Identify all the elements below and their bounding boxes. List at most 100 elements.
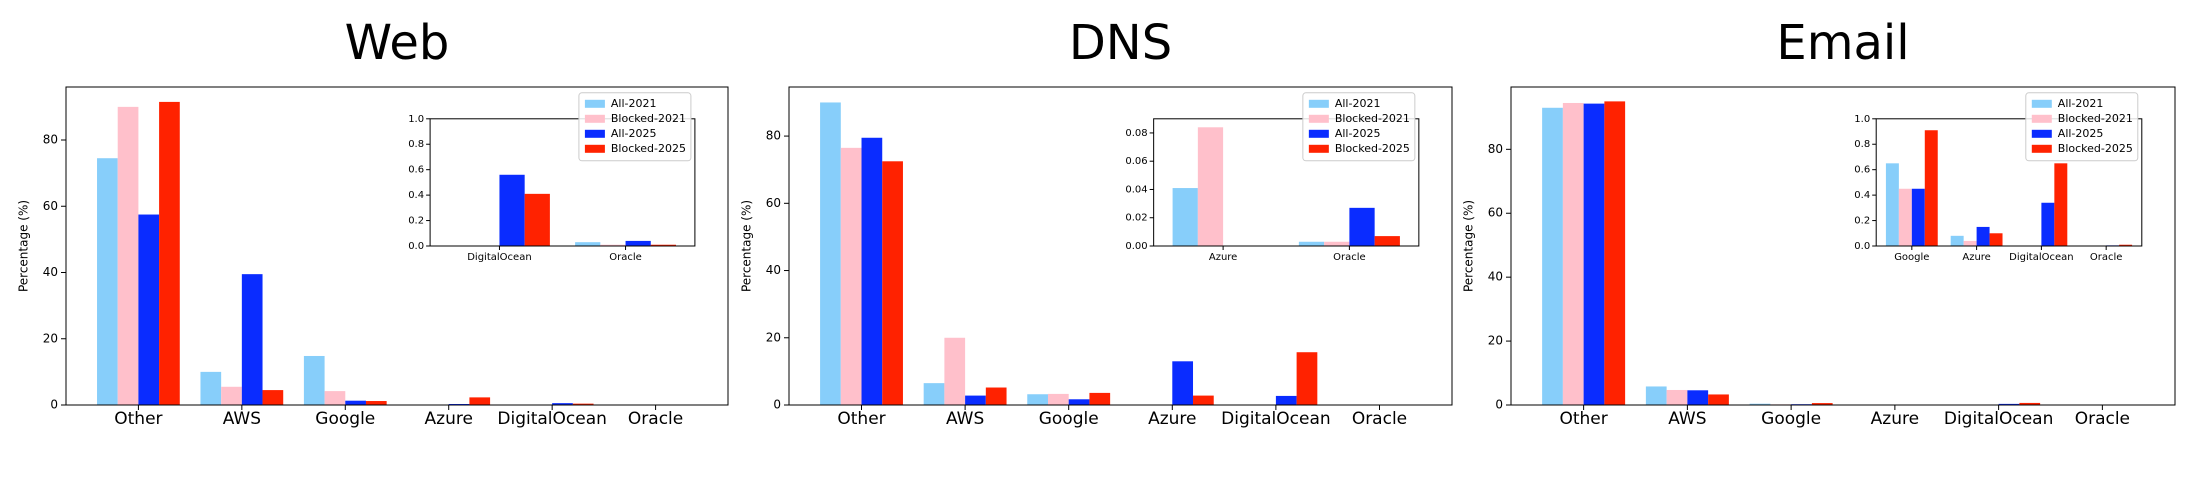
bar [241,274,263,405]
inset-y-tick-label: 0.4 [1854,190,1870,201]
bar [1950,235,1964,246]
bar [159,101,180,405]
inset: 0.00 0.02 0.04 0.06 0.08 Azure Oracle [1125,118,1420,263]
bar [2054,163,2068,246]
bar [138,214,160,405]
bar [1089,392,1111,405]
bar [923,383,945,405]
legend-label: All-2025 [611,127,657,140]
inset-y-tick-label: 0.04 [1125,184,1147,195]
inset-y-tick-label: 0.06 [1125,156,1147,167]
inset-x-tick-label: DigitalOcean [2009,252,2073,263]
legend-label: All-2021 [611,97,657,110]
legend-swatch [584,114,605,123]
bar [1172,361,1194,405]
bar [575,242,601,246]
x-tick-label: Azure [425,409,473,429]
bar [324,391,346,405]
bar [1911,188,1925,246]
legend-label: All-2025 [1335,127,1381,140]
bar [524,193,550,246]
bar [1193,395,1214,405]
legend-label: All-2021 [1335,97,1381,110]
legend-label: All-2025 [2058,127,2104,140]
bar [200,371,222,405]
inset-y-tick-label: 1.0 [408,114,424,125]
bar [1645,386,1667,405]
legend-label: All-2021 [2058,97,2104,110]
x-tick-label: Oracle [628,409,683,429]
inset-y-tick-label: 0.0 [408,241,424,252]
inset-y-tick-label: 0.0 [1854,241,1870,252]
bar [469,397,491,405]
bar [221,386,242,405]
bar [1349,207,1375,246]
axes-frame [788,86,1453,406]
x-tick-label: Azure [1148,409,1196,429]
chart-panel: Email Percentage (%) 0 20 40 60 80 Other AWS Goog… [1462,15,2176,429]
x-tick-label: AWS [223,409,261,429]
y-tick-label: 80 [1488,142,1503,156]
legend-swatch [584,144,605,153]
bar [985,387,1007,405]
bar [1963,240,1977,246]
y-tick-label: 60 [766,196,781,210]
x-tick-label: DigitalOcean [1944,409,2054,429]
bar [1068,399,1090,405]
bar [1197,127,1224,246]
bar [1275,395,1297,405]
chart-title: DNS [1069,15,1172,71]
inset-frame [429,118,696,247]
bar [1885,163,1899,246]
bar [1542,107,1563,406]
bar [552,403,573,405]
legend-swatch [2031,99,2052,108]
y-tick-label: 60 [1488,206,1503,220]
legend: All-2021 Blocked-2021 All-2025 Blocked-2025 [1302,92,1416,162]
legend-swatch [2031,129,2052,138]
legend-swatch [1308,129,1329,138]
legend: All-2021 Blocked-2021 All-2025 Blocked-2025 [578,92,692,162]
bar [840,147,862,405]
legend-box [2025,92,2139,162]
x-tick-label: Other [1559,409,1607,429]
x-tick-label: AWS [1668,409,1706,429]
bar [2019,402,2041,405]
inset-y-tick-label: 1.0 [1854,114,1870,125]
bar [1027,394,1048,405]
bar [345,400,366,405]
legend-swatch [2031,144,2052,153]
legend: All-2021 Blocked-2021 All-2025 Blocked-2025 [2025,92,2139,162]
legend-box [578,92,692,162]
bar [1898,188,1912,246]
bar [861,137,883,406]
y-tick-label: 0 [50,398,58,412]
bar [1562,102,1584,406]
bar [1749,403,1771,405]
legend-label: Blocked-2021 [1335,112,1410,125]
legend-label: Blocked-2025 [1335,142,1410,155]
bar [625,240,651,246]
inset: 0.0 0.2 0.4 0.6 0.8 1.0 Google Azure DigitalOcea… [1854,114,2143,263]
bar [1298,241,1325,246]
legend-swatch [584,129,605,138]
legend-swatch [1308,99,1329,108]
bar [1811,403,1833,405]
chart-panel: DNS Percentage (%) 0 20 40 60 80 Other AWS Google… [740,15,1453,429]
bar [262,390,284,405]
bar [117,106,139,405]
bar [1583,103,1605,406]
inset-y-tick-label: 0.2 [408,216,424,227]
bar [1604,101,1626,406]
y-tick-label: 20 [43,331,58,345]
inset-y-tick-label: 0.02 [1125,213,1147,224]
bar [572,403,594,405]
inset-x-tick-label: Oracle [1333,252,1366,263]
inset-y-tick-label: 0.6 [1854,165,1870,176]
bar [882,161,903,405]
chart-title: Web [345,15,450,71]
legend-label: Blocked-2021 [611,112,686,125]
bar [1047,393,1069,405]
bar [1666,389,1688,405]
